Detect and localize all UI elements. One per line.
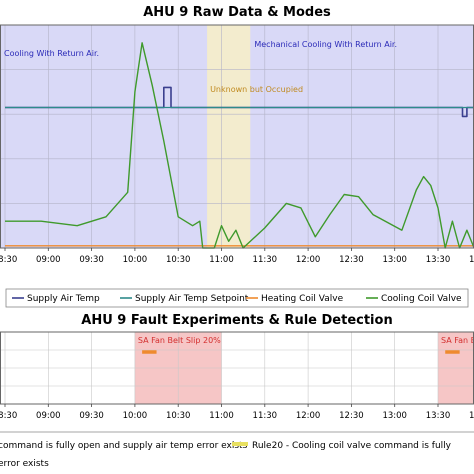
chart1-mode-bands bbox=[0, 25, 474, 248]
chart1-xtick-label-9: 13:00 bbox=[382, 255, 407, 265]
footer-rule20-text: Rule20 - Cooling coil valve command is f… bbox=[252, 441, 452, 451]
chart2-xtick-label-1: 09:00 bbox=[36, 411, 61, 421]
chart2-xtick-label-4: 10:30 bbox=[166, 411, 191, 421]
chart2-detections bbox=[142, 350, 474, 390]
footer-legend-box bbox=[0, 432, 474, 474]
rule20-swatch bbox=[232, 442, 248, 446]
chart1-xtick-label-1: 09:00 bbox=[36, 255, 61, 265]
mode-label-0: Cooling With Return Air. bbox=[4, 49, 99, 58]
footer-rule-text-left: command is fully open and supply air tem… bbox=[0, 441, 248, 451]
chart1-xtick-label-2: 09:30 bbox=[79, 255, 104, 265]
chart2-xtick-label-2: 09:30 bbox=[79, 411, 104, 421]
chart2-title: AHU 9 Fault Experiments & Rule Detection bbox=[81, 313, 392, 328]
chart2-xtick-label-5: 11:00 bbox=[209, 411, 234, 421]
chart1-x-axis-ticks: 08:30 09:00 09:30 10:00 10:30 11:00 11:30 12:00… bbox=[0, 248, 474, 265]
chart1-xtick-label-11: 14:00 bbox=[469, 255, 474, 265]
chart1-series-layer bbox=[5, 42, 474, 249]
chart2-xtick-label-8: 12:30 bbox=[339, 411, 364, 421]
series-cooling-coil-valve bbox=[5, 42, 474, 249]
chart1-xtick-label-7: 12:00 bbox=[296, 255, 321, 265]
chart2-xtick-label-6: 11:30 bbox=[253, 411, 278, 421]
chart1-xtick-label-6: 11:30 bbox=[253, 255, 278, 265]
chart1-xtick-label-0: 08:30 bbox=[0, 255, 17, 265]
mode-label-1: Unknown but Occupied bbox=[210, 85, 303, 94]
chart2-xtick-label-0: 08:30 bbox=[0, 411, 17, 421]
chart1-xtick-label-5: 11:00 bbox=[209, 255, 234, 265]
chart2-xtick-label-7: 12:00 bbox=[296, 411, 321, 421]
chart1-xtick-label-3: 10:00 bbox=[123, 255, 148, 265]
chart2-xtick-label-3: 10:00 bbox=[123, 411, 148, 421]
mode-band-1 bbox=[207, 25, 251, 248]
series-supply-air-temp bbox=[5, 86, 474, 118]
legend-label-0: Supply Air Temp bbox=[27, 294, 100, 304]
legend-label-2: Heating Coil Valve bbox=[261, 294, 344, 304]
legend: Supply Air Temp Supply Air Temp Setpoint H… bbox=[12, 294, 462, 304]
chart2-grid bbox=[0, 332, 474, 404]
chart2-x-axis-ticks: 08:30 09:00 09:30 10:00 10:30 11:00 11:30 12:00… bbox=[0, 404, 474, 421]
legend-label-3: Cooling Coil Valve bbox=[381, 294, 462, 304]
fault-window-label-1: SA Fan Belt Slip 25% bbox=[441, 336, 474, 345]
mode-band-2 bbox=[250, 25, 474, 248]
chart1-xtick-label-8: 12:30 bbox=[339, 255, 364, 265]
chart1-xtick-label-4: 10:30 bbox=[166, 255, 191, 265]
legend-label-1: Supply Air Temp Setpoint bbox=[135, 294, 249, 304]
chart1-title: AHU 9 Raw Data & Modes bbox=[143, 5, 331, 20]
legend-box bbox=[5, 288, 469, 308]
fault-window-label-0: SA Fan Belt Slip 20% bbox=[138, 336, 221, 345]
chart2-xtick-label-11: 14:00 bbox=[469, 411, 474, 421]
chart1-xtick-label-10: 13:30 bbox=[426, 255, 451, 265]
chart2-xtick-label-9: 13:00 bbox=[382, 411, 407, 421]
chart1-mode-labels: Cooling With Return Air. Unknown but Occu… bbox=[4, 40, 397, 94]
mode-band-0 bbox=[0, 25, 208, 248]
chart2-xtick-label-10: 13:30 bbox=[426, 411, 451, 421]
mode-label-2: Mechanical Cooling With Return Air. bbox=[254, 40, 397, 49]
footer-rule-text-line2: error exists bbox=[0, 459, 49, 469]
